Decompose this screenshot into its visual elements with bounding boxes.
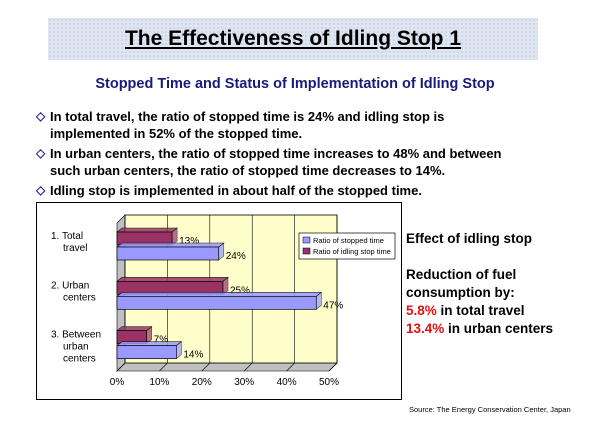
fuel-reduction-text: Reduction of fuel consumption by: 5.8% i…: [406, 266, 586, 338]
x-tick-label: 40%: [277, 377, 297, 388]
data-label: 47%: [323, 300, 343, 311]
bullet-text: In urban centers, the ratio of stopped t…: [50, 146, 502, 178]
gridline-floor: [159, 362, 168, 372]
bar-side: [176, 341, 182, 360]
data-label: 14%: [183, 350, 203, 361]
bullet-item: ◇ In total travel, the ratio of stopped …: [36, 108, 516, 142]
bar: [116, 295, 317, 310]
data-label: 7%: [154, 335, 169, 346]
category-label: 1. Total travel: [51, 231, 87, 254]
bullet-item: ◇ In urban centers, the ratio of stopped…: [36, 145, 526, 179]
x-tick-label: 50%: [319, 377, 339, 388]
bullet-item: ◇ Idling stop is implemented in about ha…: [36, 182, 516, 199]
category-label: 3. Between urban centers: [51, 330, 101, 365]
bar-chart: 0% 10% 20% 30% 40% 50% 1. Total travel 13% 24% 2. …: [51, 214, 396, 388]
bar-top: [116, 277, 229, 282]
diamond-bullet-icon: ◇: [36, 146, 46, 160]
x-tick-label: 20%: [192, 377, 212, 388]
page-subtitle: Stopped Time and Status of Implementatio…: [95, 76, 495, 92]
gridline-floor: [286, 362, 295, 372]
bar-top: [116, 341, 183, 346]
total-travel-reduction-value: 5.8%: [406, 303, 437, 318]
title-banner: The Effectiveness of Idling Stop 1: [48, 18, 538, 60]
page-title: The Effectiveness of Idling Stop 1: [124, 27, 462, 50]
urban-reduction-label: in urban centers: [444, 321, 554, 336]
data-label: 13%: [179, 236, 199, 247]
source-note: Source: The Energy Conservation Center, …: [409, 405, 571, 414]
chart-floor: [116, 362, 338, 372]
bar: [116, 345, 177, 360]
category-label: 2. Urban centers: [51, 280, 96, 303]
gridline-floor: [201, 362, 211, 372]
gridline-floor: [328, 362, 338, 372]
bar-side: [218, 242, 225, 261]
bar-top: [116, 227, 178, 233]
legend-entry: Ratio of stopped time: [313, 236, 384, 245]
x-tick-label: 0%: [110, 377, 125, 388]
bar-top: [116, 292, 323, 297]
bullet-text: Idling stop is implemented in about half…: [50, 183, 422, 198]
chart-panel: 0% 10% 20% 30% 40% 50% 1. Total travel 13% 24% 2. …: [36, 202, 402, 400]
diamond-bullet-icon: ◇: [36, 109, 46, 123]
diamond-bullet-icon: ◇: [36, 183, 46, 197]
effect-title: Effect of idling stop: [406, 231, 532, 246]
data-label: 25%: [230, 285, 250, 296]
bar-top: [116, 326, 153, 331]
x-tick-label: 10%: [149, 377, 169, 388]
bar-top: [116, 242, 225, 248]
bar-side: [222, 276, 229, 295]
bar-side: [171, 227, 178, 246]
data-label: 24%: [226, 251, 246, 262]
x-tick-label: 30%: [234, 377, 254, 388]
legend-swatch: [302, 236, 311, 244]
urban-reduction-value: 13.4%: [406, 321, 445, 336]
legend-entry: Ratio of idling stop time: [313, 247, 391, 256]
total-travel-reduction-label: in total travel: [436, 303, 525, 318]
bar-side: [146, 326, 152, 345]
reduction-label: Reduction of fuel consumption by:: [406, 267, 517, 300]
gridline-floor: [116, 362, 126, 372]
bullet-text: In total travel, the ratio of stopped ti…: [50, 109, 445, 141]
gridline-floor: [243, 362, 253, 372]
legend-box: [298, 232, 396, 260]
legend-swatch: [302, 247, 311, 255]
bar-side: [315, 291, 322, 310]
bar: [116, 246, 220, 261]
